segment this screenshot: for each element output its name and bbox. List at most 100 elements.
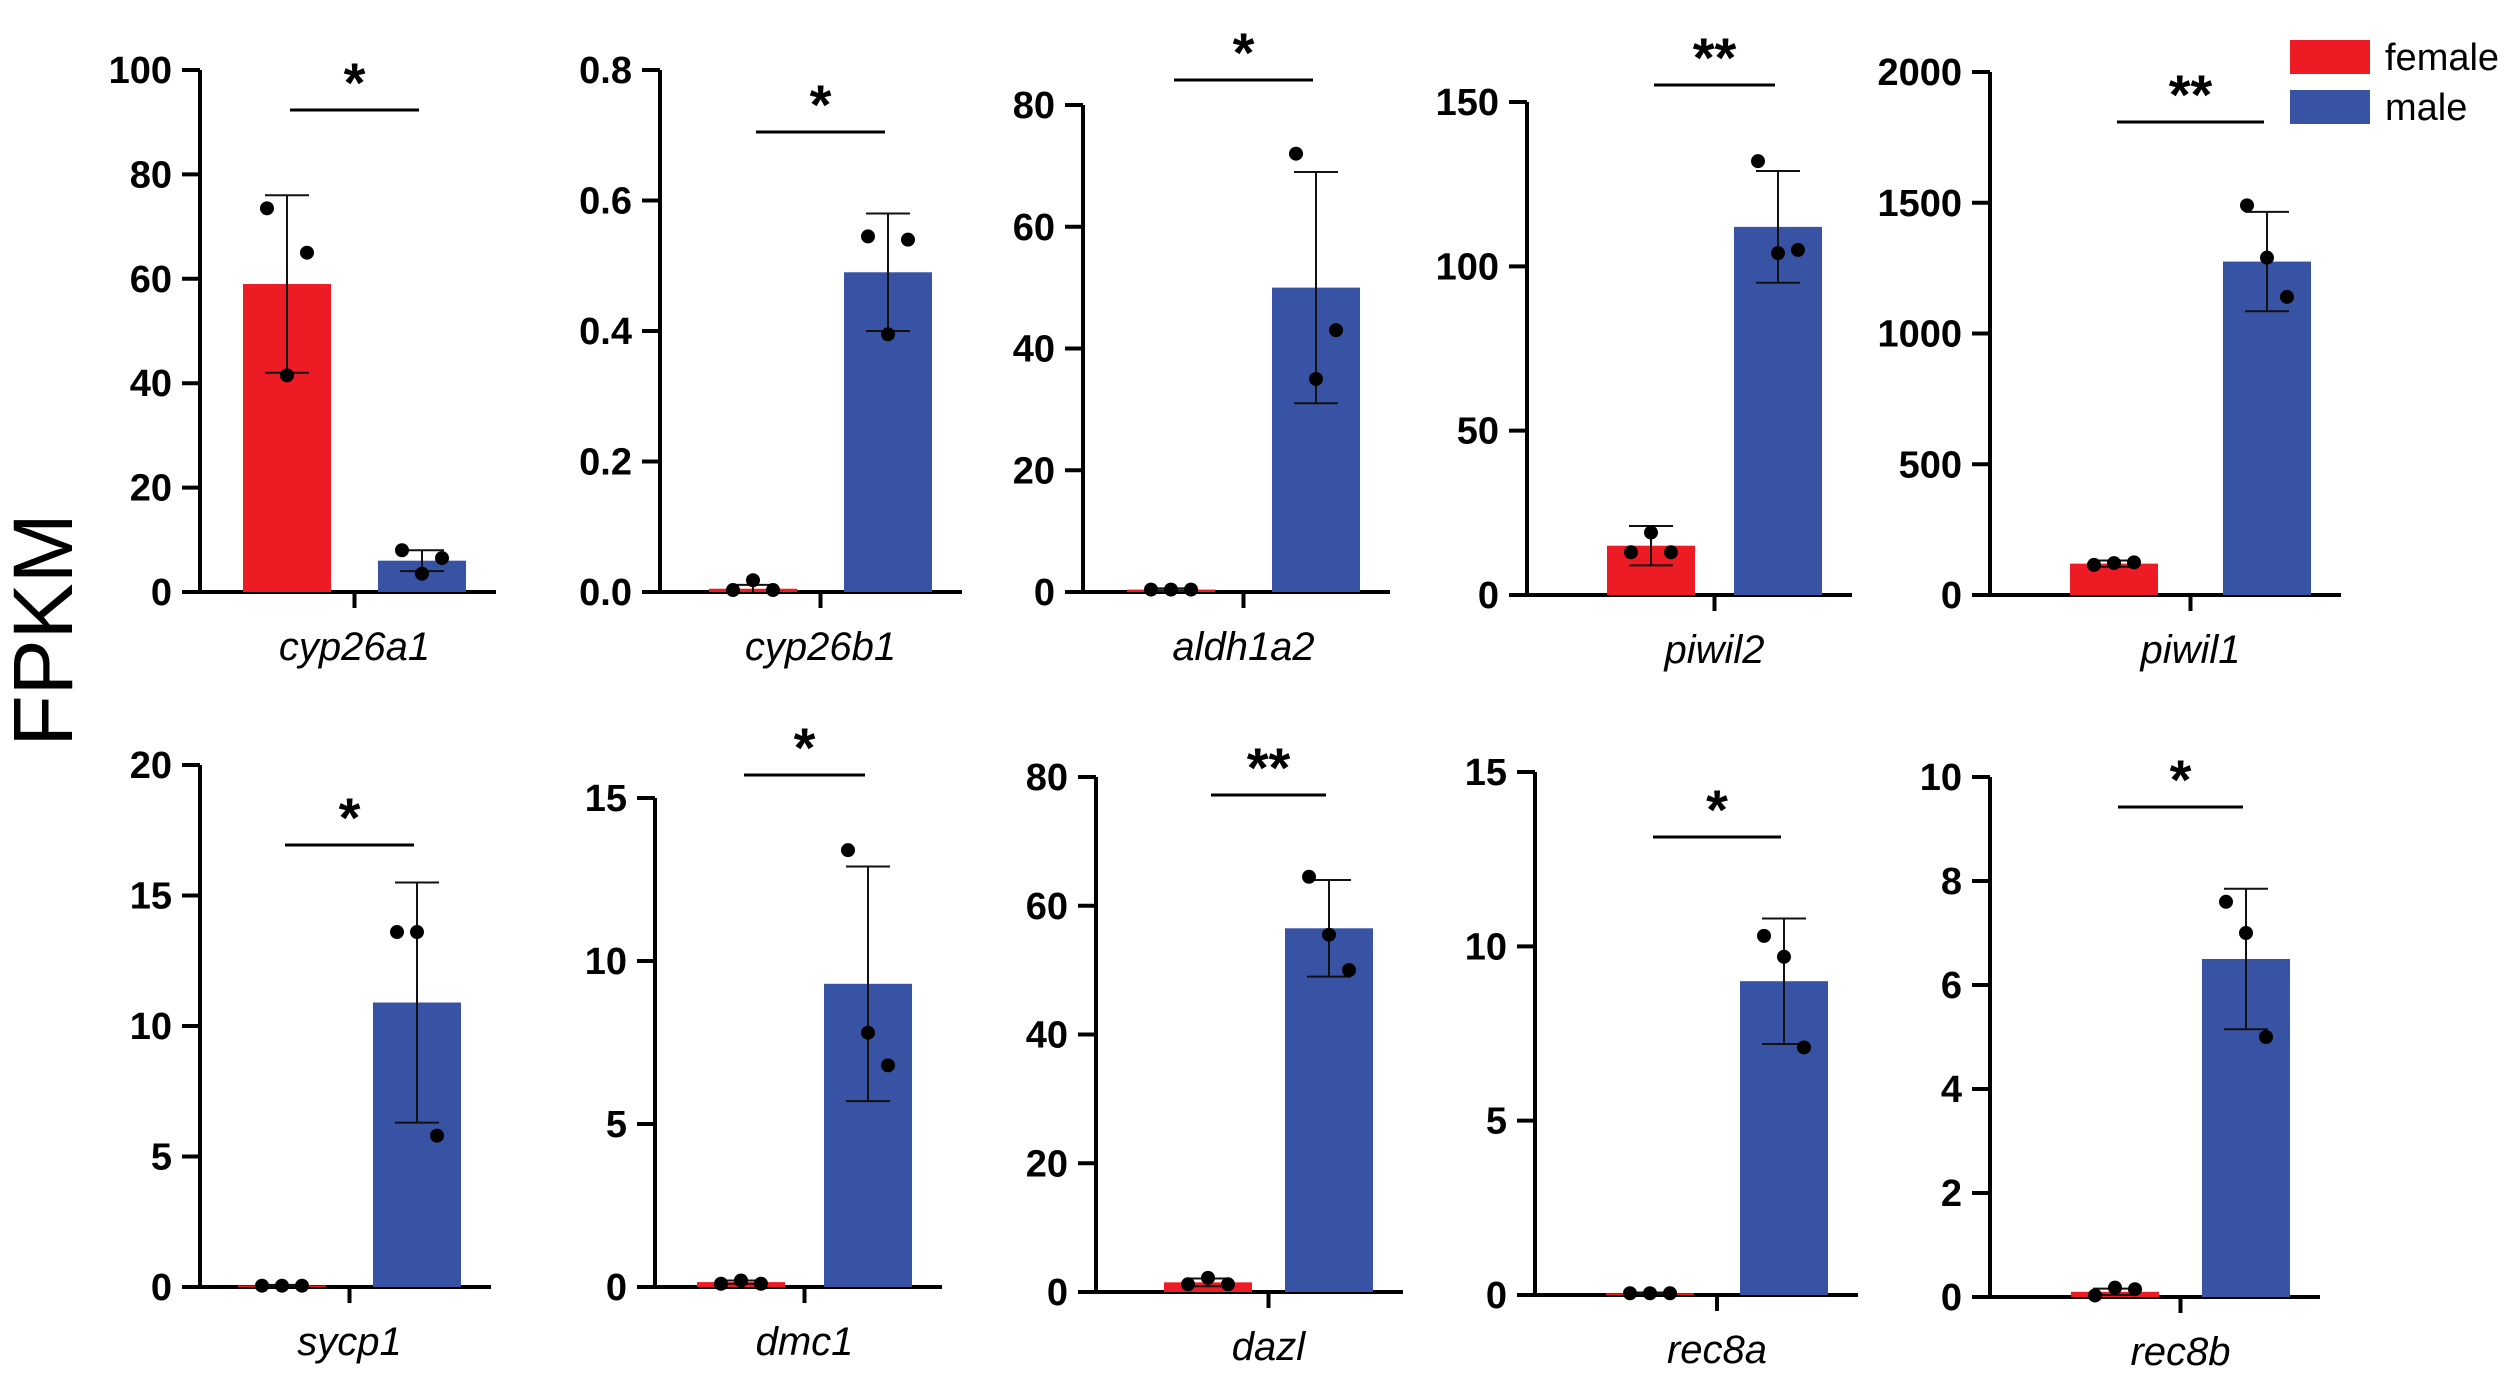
y-tick-label: 500 [1899, 444, 1962, 486]
y-tick-label: 0 [151, 1267, 172, 1309]
gene-label: dmc1 [756, 1320, 854, 1364]
gene-label: rec8a [1667, 1328, 1767, 1372]
data-point-male [1797, 1040, 1811, 1055]
data-point-male [1757, 928, 1771, 943]
y-tick-label: 20 [130, 468, 172, 510]
data-point-male [2219, 894, 2233, 909]
data-point-female [734, 1273, 748, 1288]
y-tick-label: 0.2 [579, 442, 632, 484]
significance-stars: ** [1247, 736, 1291, 799]
data-point-male [1777, 949, 1791, 964]
y-tick-label: 100 [109, 50, 172, 92]
bar-male [1734, 226, 1822, 596]
gene-label: cyp26a1 [279, 625, 430, 669]
data-point-female [1664, 545, 1678, 560]
data-point-male [410, 925, 424, 940]
gene-label: piwil1 [2139, 628, 2240, 672]
legend-swatch-female [2290, 40, 2370, 74]
data-point-male [901, 232, 915, 247]
data-point-male [2259, 1030, 2273, 1044]
data-point-male [1771, 246, 1785, 261]
data-point-female [754, 1276, 768, 1291]
gene-label: sycp1 [297, 1320, 402, 1364]
y-tick-label: 0 [1478, 575, 1499, 617]
y-tick-label: 80 [130, 154, 172, 196]
y-axis-label: FPKM [0, 513, 90, 746]
significance-stars: * [794, 716, 816, 779]
significance-stars: ** [2169, 63, 2213, 126]
y-tick-label: 50 [1457, 411, 1499, 453]
y-tick-label: 150 [1436, 82, 1499, 124]
data-point-female [714, 1276, 728, 1291]
significance-stars: * [1706, 778, 1728, 841]
y-tick-label: 40 [1013, 329, 1055, 371]
y-tick-label: 0 [1941, 1277, 1962, 1319]
data-point-female [1184, 582, 1198, 597]
significance-stars: * [344, 51, 366, 114]
y-tick-label: 20 [130, 745, 172, 787]
data-point-female [1663, 1286, 1677, 1301]
data-point-female [255, 1278, 269, 1293]
y-tick-label: 0.4 [579, 311, 632, 353]
significance-stars: * [2170, 748, 2192, 811]
data-point-female [1624, 545, 1638, 560]
legend: female male [2290, 37, 2499, 129]
y-tick-label: 5 [606, 1104, 627, 1146]
gene-label: aldh1a2 [1172, 625, 1314, 669]
data-point-male [2260, 250, 2274, 265]
significance-stars: * [810, 73, 832, 136]
data-point-male [2240, 198, 2254, 213]
data-point-male [861, 229, 875, 244]
data-point-male [1329, 323, 1343, 338]
data-point-male [430, 1128, 444, 1143]
data-point-female [2108, 1280, 2122, 1295]
data-point-female [1164, 582, 1178, 597]
data-point-female [275, 1278, 289, 1293]
y-tick-label: 5 [1486, 1101, 1507, 1143]
y-tick-label: 60 [130, 259, 172, 301]
data-point-female [2087, 557, 2101, 572]
panel-aldh1a2: 0 20 40 60 80 * aldh1a2 [1013, 21, 1390, 669]
data-point-female [766, 583, 780, 598]
y-tick-label: 0.8 [579, 50, 632, 92]
data-point-male [1309, 371, 1323, 386]
significance-stars: * [339, 786, 361, 849]
y-tick-label: 10 [1920, 757, 1962, 799]
data-point-female [1644, 525, 1658, 540]
data-point-male [2280, 289, 2294, 304]
data-point-female [2088, 1288, 2102, 1303]
data-point-female [1201, 1270, 1215, 1285]
y-tick-label: 2000 [1877, 52, 1962, 94]
data-point-male [861, 1025, 875, 1040]
panel-piwil2: 0 50 100 150 ** piwil2 [1436, 26, 1852, 672]
y-tick-label: 40 [130, 363, 172, 405]
panel-rec8b: 0 2 4 6 8 10 * rec8b [1920, 748, 2320, 1374]
y-tick-label: 10 [130, 1006, 172, 1048]
y-tick-label: 8 [1941, 861, 1962, 903]
data-point-female [2127, 555, 2141, 570]
y-tick-label: 60 [1013, 207, 1055, 249]
y-tick-label: 15 [130, 876, 172, 918]
legend-swatch-male [2290, 90, 2370, 124]
y-tick-label: 0.0 [579, 572, 632, 614]
y-tick-label: 20 [1013, 450, 1055, 492]
data-point-male [415, 566, 429, 581]
y-tick-label: 6 [1941, 965, 1962, 1007]
y-tick-label: 0 [1486, 1275, 1507, 1317]
y-tick-label: 10 [1465, 926, 1507, 968]
panel-sycp1: 0 5 10 15 20 * sycp1 [130, 745, 491, 1364]
data-point-male [1751, 154, 1765, 169]
data-point-female [2128, 1282, 2142, 1297]
gene-label: dazl [1232, 1325, 1306, 1369]
y-tick-label: 1500 [1877, 183, 1962, 225]
y-tick-label: 4 [1941, 1069, 1962, 1111]
data-point-female [280, 368, 294, 383]
panel-cyp26b1: 0.0 0.2 0.4 0.6 0.8 * cyp26b1 [579, 50, 962, 669]
data-point-female [1221, 1277, 1235, 1292]
y-tick-label: 15 [1465, 752, 1507, 794]
data-point-male [1791, 242, 1805, 257]
data-point-female [1144, 582, 1158, 597]
y-tick-label: 5 [151, 1137, 172, 1179]
data-point-male [841, 843, 855, 858]
